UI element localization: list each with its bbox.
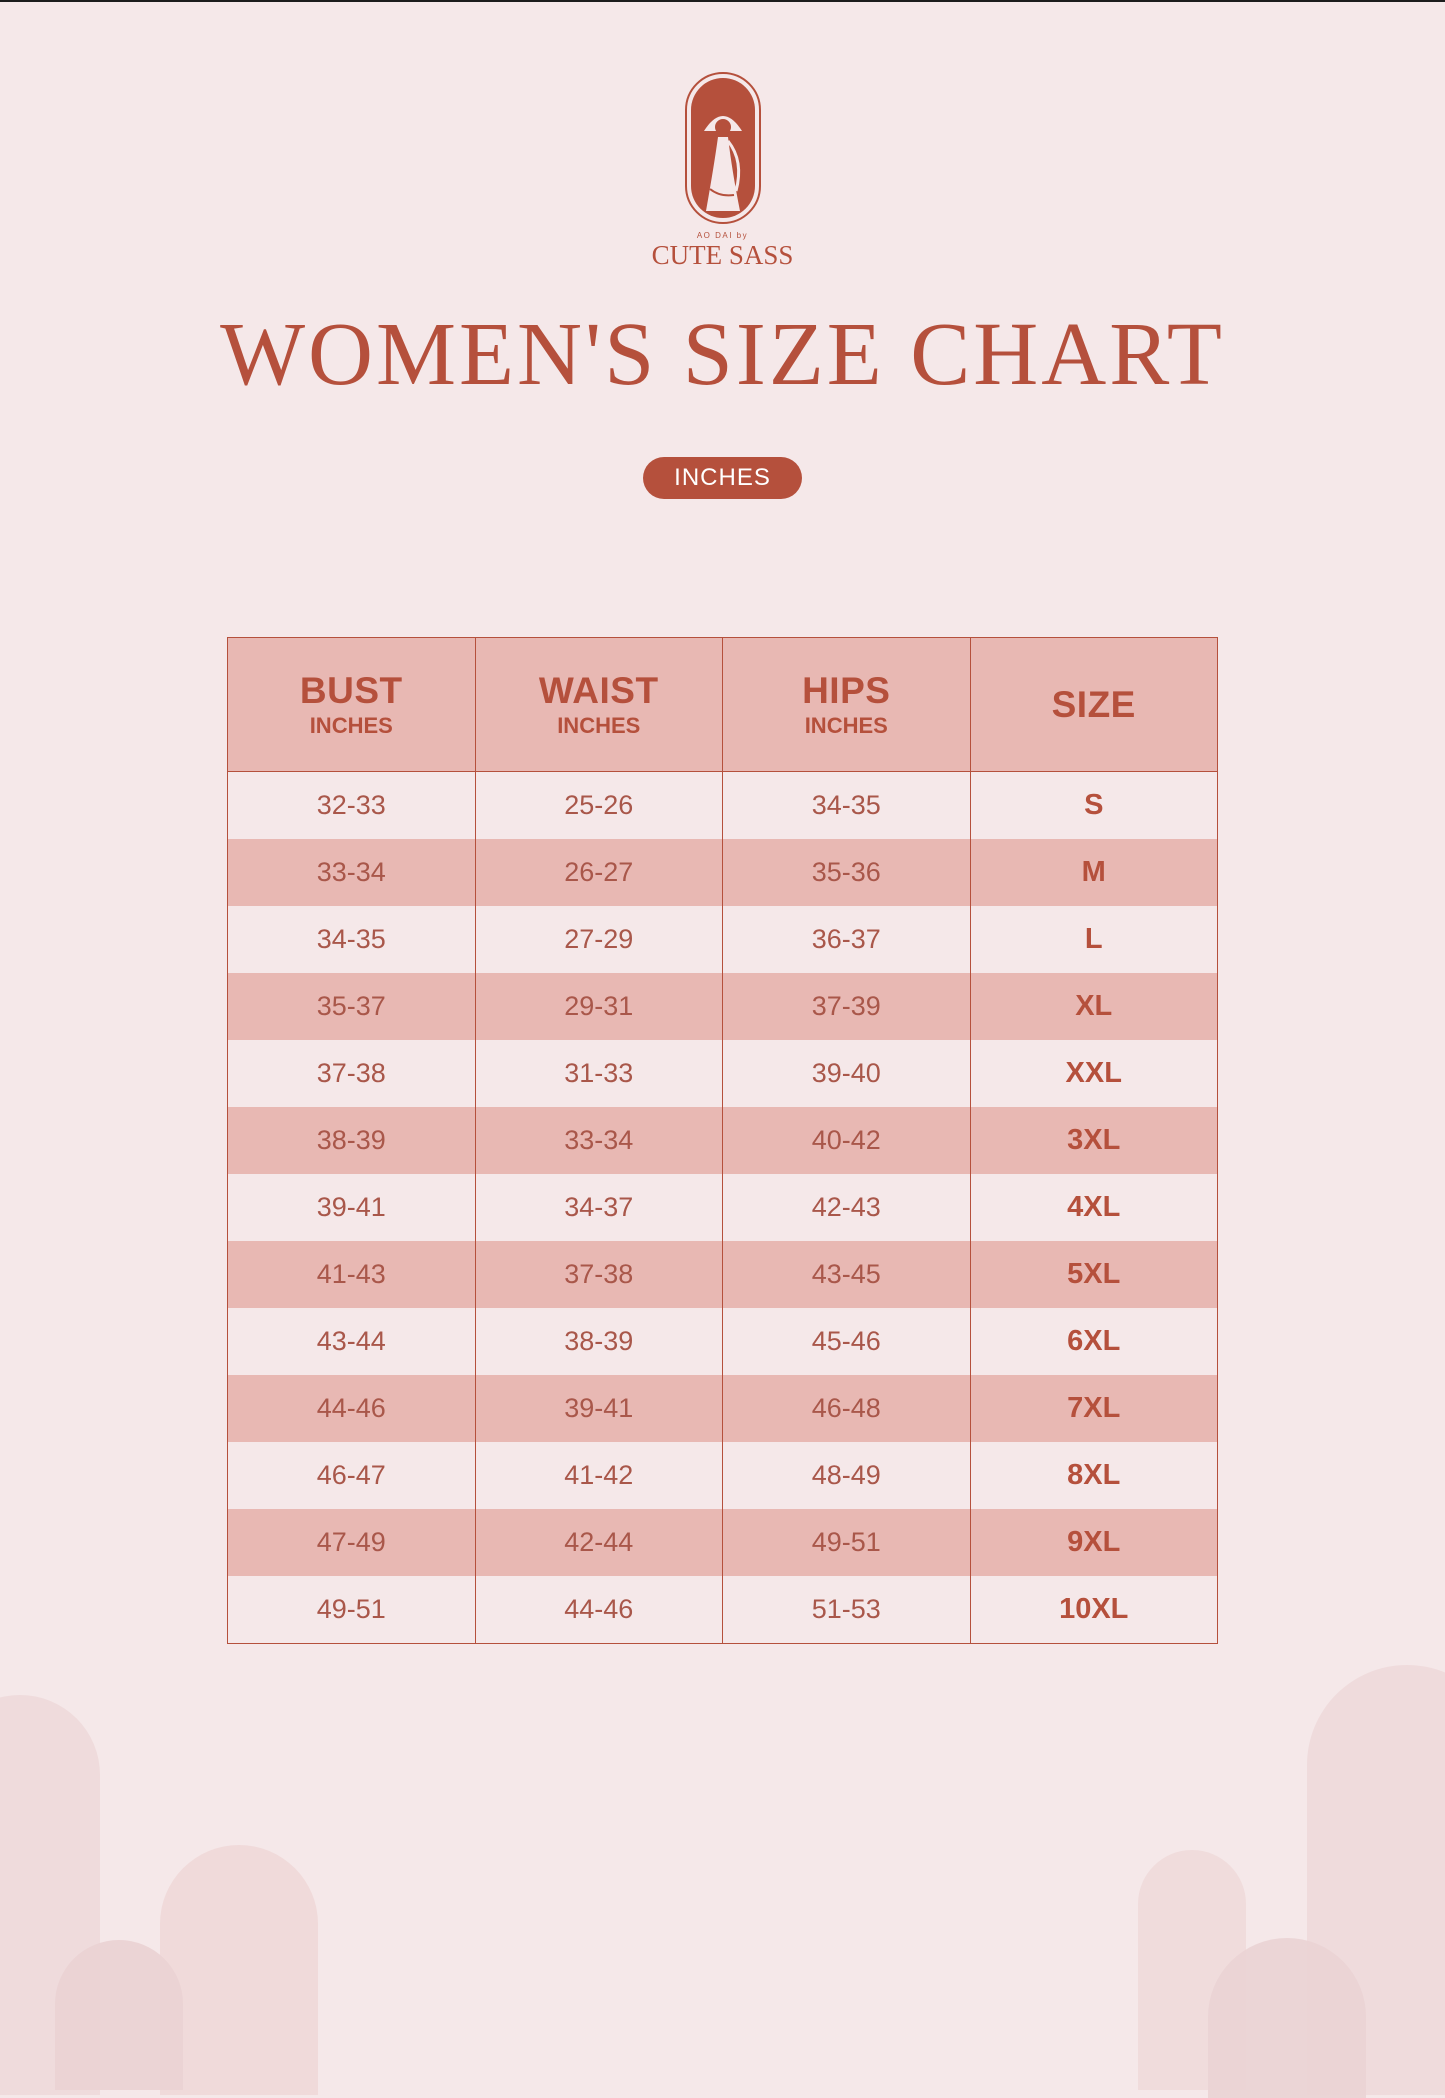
bust-cell: 39-41: [227, 1174, 476, 1241]
size-cell: L: [969, 906, 1218, 973]
hips-cell: 48-49: [722, 1442, 971, 1509]
waist-cell: 33-34: [474, 1107, 723, 1174]
table-row: 47-49 42-44 49-51 9XL: [227, 1509, 1218, 1576]
bust-cell: 44-46: [227, 1375, 476, 1442]
header-size: SIZE: [969, 637, 1218, 772]
table-row: 43-44 38-39 45-46 6XL: [227, 1308, 1218, 1375]
hips-cell: 37-39: [722, 973, 971, 1040]
hips-cell: 36-37: [722, 906, 971, 973]
hips-cell: 39-40: [722, 1040, 971, 1107]
hips-cell: 46-48: [722, 1375, 971, 1442]
size-chart-table: BUST INCHES WAIST INCHES HIPS INCHES SIZ…: [227, 637, 1218, 1644]
waist-cell: 31-33: [474, 1040, 723, 1107]
bust-cell: 33-34: [227, 839, 476, 906]
bust-cell: 38-39: [227, 1107, 476, 1174]
hips-cell: 34-35: [722, 771, 971, 839]
size-cell: XL: [969, 973, 1218, 1040]
size-cell: S: [969, 771, 1218, 839]
table-row: 34-35 27-29 36-37 L: [227, 906, 1218, 973]
top-border: [0, 0, 1445, 2]
waist-cell: 26-27: [474, 839, 723, 906]
bust-cell: 46-47: [227, 1442, 476, 1509]
size-cell: 5XL: [969, 1241, 1218, 1308]
header-unit: INCHES: [309, 712, 393, 738]
waist-cell: 42-44: [474, 1509, 723, 1576]
hips-cell: 35-36: [722, 839, 971, 906]
woman-in-ao-dai-logo-icon: [685, 72, 761, 224]
size-cell: 7XL: [969, 1375, 1218, 1442]
page-title: WOMEN'S SIZE CHART: [220, 305, 1225, 404]
size-cell: 6XL: [969, 1308, 1218, 1375]
size-cell: 9XL: [969, 1509, 1218, 1576]
header-label: BUST: [299, 669, 403, 711]
brand-tagline: AO DAI by: [696, 231, 749, 240]
hips-cell: 43-45: [722, 1241, 971, 1308]
size-cell: M: [969, 839, 1218, 906]
table-row: 38-39 33-34 40-42 3XL: [227, 1107, 1218, 1174]
decorative-arch: [160, 1845, 318, 2095]
table-row: 39-41 34-37 42-43 4XL: [227, 1174, 1218, 1241]
hips-cell: 42-43: [722, 1174, 971, 1241]
unit-badge: INCHES: [643, 457, 802, 499]
waist-cell: 27-29: [474, 906, 723, 973]
header-unit: INCHES: [557, 712, 641, 738]
header-label: WAIST: [538, 669, 659, 711]
size-cell: 3XL: [969, 1107, 1218, 1174]
decorative-arch: [1208, 1938, 1366, 2098]
header-hips: HIPS INCHES: [722, 637, 971, 772]
header-waist: WAIST INCHES: [474, 637, 723, 772]
hips-cell: 51-53: [722, 1576, 971, 1644]
size-cell: 10XL: [969, 1576, 1218, 1644]
table-row: 37-38 31-33 39-40 XXL: [227, 1040, 1218, 1107]
table-row: 49-51 44-46 51-53 10XL: [227, 1576, 1218, 1644]
waist-cell: 34-37: [474, 1174, 723, 1241]
header-bust: BUST INCHES: [227, 637, 476, 772]
hips-cell: 49-51: [722, 1509, 971, 1576]
size-cell: 4XL: [969, 1174, 1218, 1241]
table-row: 44-46 39-41 46-48 7XL: [227, 1375, 1218, 1442]
header-label: HIPS: [802, 669, 891, 711]
hips-cell: 45-46: [722, 1308, 971, 1375]
bust-cell: 49-51: [227, 1576, 476, 1644]
waist-cell: 37-38: [474, 1241, 723, 1308]
hips-cell: 40-42: [722, 1107, 971, 1174]
decorative-arch: [55, 1940, 183, 2090]
table-row: 41-43 37-38 43-45 5XL: [227, 1241, 1218, 1308]
size-cell: 8XL: [969, 1442, 1218, 1509]
header-label: SIZE: [1051, 683, 1136, 725]
brand-name: CUTE SASS: [651, 240, 794, 270]
table-header-row: BUST INCHES WAIST INCHES HIPS INCHES SIZ…: [227, 637, 1218, 772]
table-row: 32-33 25-26 34-35 S: [227, 771, 1218, 839]
bust-cell: 35-37: [227, 973, 476, 1040]
size-cell: XXL: [969, 1040, 1218, 1107]
waist-cell: 41-42: [474, 1442, 723, 1509]
header-unit: INCHES: [804, 712, 888, 738]
waist-cell: 29-31: [474, 973, 723, 1040]
bust-cell: 41-43: [227, 1241, 476, 1308]
bust-cell: 47-49: [227, 1509, 476, 1576]
waist-cell: 38-39: [474, 1308, 723, 1375]
waist-cell: 44-46: [474, 1576, 723, 1644]
waist-cell: 25-26: [474, 771, 723, 839]
table-row: 35-37 29-31 37-39 XL: [227, 973, 1218, 1040]
bust-cell: 34-35: [227, 906, 476, 973]
waist-cell: 39-41: [474, 1375, 723, 1442]
bust-cell: 37-38: [227, 1040, 476, 1107]
bust-cell: 43-44: [227, 1308, 476, 1375]
table-row: 33-34 26-27 35-36 M: [227, 839, 1218, 906]
bust-cell: 32-33: [227, 771, 476, 839]
table-row: 46-47 41-42 48-49 8XL: [227, 1442, 1218, 1509]
